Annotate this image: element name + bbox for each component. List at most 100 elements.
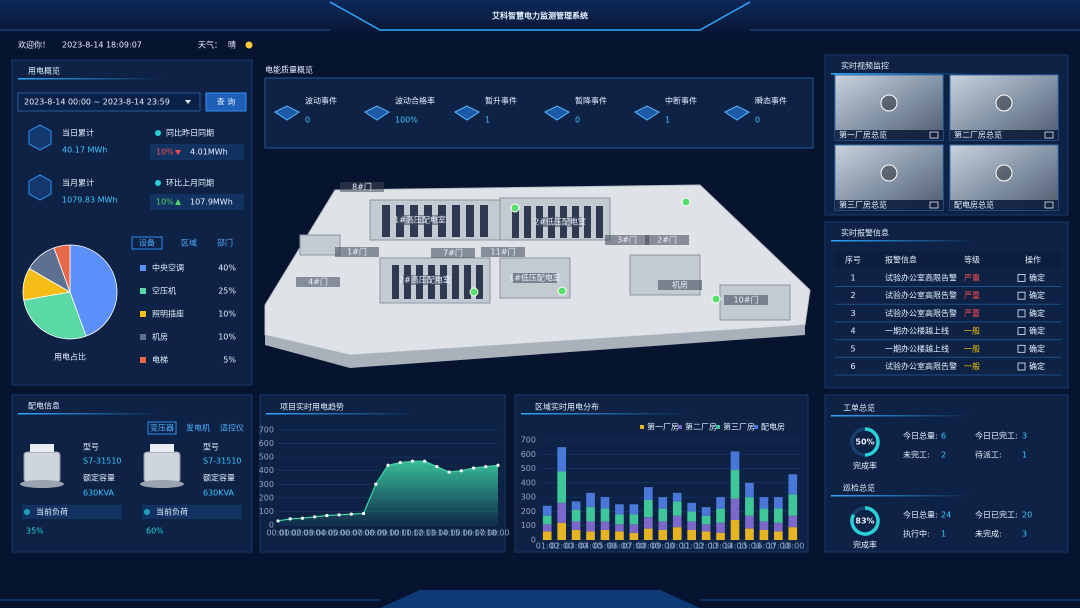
camera-icon [1044, 201, 1054, 209]
bar-segment [774, 497, 783, 509]
bar-segment [745, 515, 754, 529]
confirm-checkbox[interactable] [1017, 344, 1026, 353]
room-label: 机房 [672, 280, 688, 290]
bar-segment [759, 497, 769, 509]
play-icon[interactable] [995, 164, 1013, 182]
event-value: 0 [305, 116, 310, 125]
legend-label: 第二厂房 [685, 422, 717, 432]
table-header-bg [835, 252, 1061, 268]
bar-segment [788, 515, 798, 528]
summary-value: 1 [1022, 451, 1027, 460]
camera-icon [929, 201, 939, 209]
title-underline [18, 413, 162, 415]
confirm-label[interactable]: 确定 [1029, 326, 1045, 336]
tab[interactable]: 发电机 [186, 423, 210, 433]
confirm-checkbox[interactable] [1017, 362, 1026, 371]
confirm-label[interactable]: 确定 [1029, 273, 1045, 283]
event-icon [454, 105, 480, 121]
compare-bg [150, 194, 244, 210]
dropdown-arrow [185, 100, 191, 104]
stat-value: 40.17 MWh [62, 146, 107, 155]
bar-segment [759, 521, 769, 530]
confirm-label[interactable]: 确定 [1029, 308, 1045, 318]
table-header: 等级 [964, 255, 980, 265]
bar-segment [557, 502, 566, 523]
equipment-row [464, 265, 471, 299]
tab-active [131, 236, 163, 250]
play-icon[interactable] [880, 94, 898, 112]
camera-caption: 配电房总览 [954, 200, 994, 210]
confirm-checkbox[interactable] [1017, 274, 1026, 282]
equipment-row [480, 205, 488, 237]
event-value: 0 [575, 116, 580, 125]
panel-title: 实时报警信息 [841, 228, 889, 238]
room-label-bg [658, 280, 702, 290]
confirm-checkbox[interactable] [1017, 327, 1026, 336]
play-icon[interactable] [995, 94, 1013, 112]
bar-segment [672, 527, 682, 540]
x-tick-label: 01:00 [536, 542, 559, 551]
bar-segment [788, 527, 798, 540]
summary-label: 今日总量: [903, 510, 938, 520]
event-label: 波动合格率 [395, 96, 435, 106]
x-tick-label: 15:00 [738, 542, 761, 551]
change-arrow [175, 199, 181, 205]
summary-label: 今日已完工: [975, 431, 1018, 441]
confirm-checkbox[interactable] [1017, 291, 1026, 300]
bar-segment [586, 492, 595, 508]
stat-value: 1079.83 MWh [62, 196, 118, 205]
point [398, 460, 402, 465]
equipment-row [476, 265, 483, 299]
legend-swatch [140, 288, 146, 294]
room-label: 7#门 [443, 248, 463, 258]
play-icon[interactable] [880, 164, 898, 182]
x-tick-label: 07:00 [622, 542, 645, 551]
alarm-index: 2 [850, 291, 855, 300]
tab[interactable]: 适控仪 [220, 423, 244, 433]
point [374, 482, 378, 486]
bar-segment [571, 530, 581, 540]
legend-swatch [140, 311, 146, 317]
room-label: 2#低压配电室 [534, 217, 586, 227]
legend-value: 10% [218, 333, 236, 342]
bar-segment [542, 505, 552, 516]
alarm-index: 6 [850, 362, 855, 371]
camera-caption-bg [835, 200, 943, 210]
x-tick-label: 14:00 [723, 542, 746, 551]
stat-label: 当日累计 [62, 128, 94, 138]
alarm-level: 一般 [964, 361, 980, 371]
room-label-bg [431, 248, 475, 258]
rate-value: 50% [855, 438, 874, 447]
pie-slice [69, 244, 118, 337]
status-dot [681, 197, 691, 207]
load-label: 当前负荷 [36, 507, 68, 517]
pie-slice [23, 291, 87, 340]
event-icon [364, 105, 390, 121]
legend-swatch [140, 265, 146, 271]
panel [824, 394, 1069, 553]
bar-segment [600, 497, 610, 509]
query-label: 查 询 [217, 97, 236, 107]
confirm-label[interactable]: 确定 [1029, 290, 1045, 300]
tab[interactable]: 部门 [217, 238, 233, 248]
ring-progress [864, 427, 880, 457]
x-tick-label: 17:00 [767, 542, 790, 551]
tab[interactable]: 变压器 [150, 423, 174, 433]
change-amount: 107.9MWh [190, 198, 233, 207]
bar-segment [672, 515, 682, 528]
confirm-label[interactable]: 确定 [1029, 343, 1045, 353]
x-tick-label: 05:00 [328, 529, 351, 538]
x-tick-label: 14:00 [438, 529, 461, 538]
tab[interactable]: 区域 [181, 238, 197, 248]
ring-progress [850, 506, 880, 536]
tab[interactable]: 设备 [139, 238, 155, 248]
x-tick-label: 12:00 [695, 542, 718, 551]
confirm-label[interactable]: 确定 [1029, 361, 1045, 371]
confirm-checkbox[interactable] [1017, 309, 1026, 318]
bar-segment [745, 482, 754, 498]
query-button[interactable] [205, 92, 247, 112]
x-tick-label: 18:00 [781, 542, 804, 551]
camera-caption: 第二厂房总览 [954, 130, 1002, 140]
load-label: 当前负荷 [156, 507, 188, 517]
point [337, 513, 341, 517]
